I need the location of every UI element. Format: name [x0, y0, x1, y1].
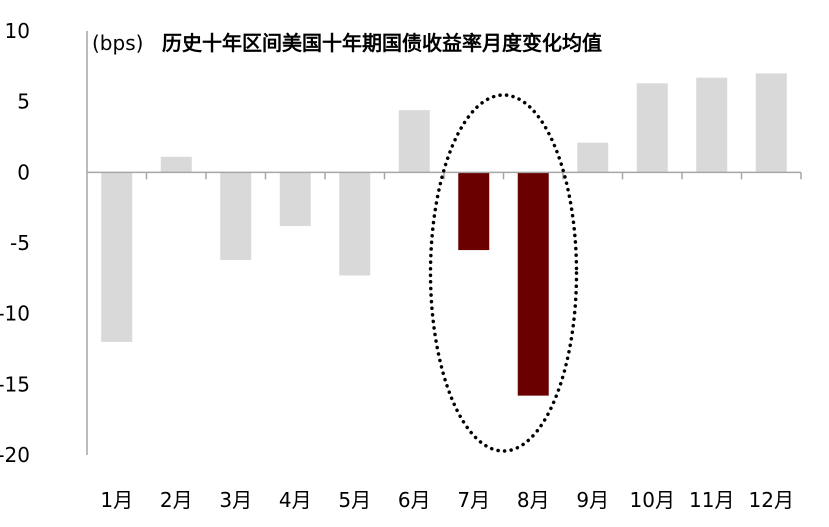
y-tick-label: -15 — [0, 372, 30, 396]
y-unit-label: (bps) — [92, 31, 143, 55]
bar-1 — [101, 172, 133, 342]
x-category-label: 3月 — [219, 488, 252, 512]
bar-7 — [458, 172, 490, 251]
x-category-label: 7月 — [457, 488, 490, 512]
y-tick-label: -10 — [0, 302, 30, 326]
y-tick-label: -5 — [10, 231, 30, 255]
x-category-label: 4月 — [279, 488, 312, 512]
bar-3 — [220, 172, 252, 260]
y-axis: 10 5 0 -5 -10 -15 -20 — [0, 19, 88, 467]
bar-6 — [398, 110, 430, 173]
bar-8 — [517, 172, 549, 396]
annotations — [428, 93, 579, 453]
x-axis: 1月 2月 3月 4月 5月 6月 7月 8月 9月 10月 11月 12月 — [87, 171, 802, 512]
x-category-label: 5月 — [338, 488, 371, 512]
x-category-label: 1月 — [100, 488, 133, 512]
highlight-ellipse — [428, 93, 579, 453]
y-tick-label: -20 — [0, 443, 30, 467]
x-category-label: 12月 — [749, 488, 794, 512]
bar-9 — [577, 142, 609, 173]
bar-2 — [160, 156, 192, 173]
y-tick-label: 0 — [17, 160, 30, 184]
bar-4 — [279, 172, 311, 227]
x-category-label: 6月 — [398, 488, 431, 512]
y-tick-label: 10 — [5, 19, 30, 43]
bar-5 — [339, 172, 371, 276]
x-category-label: 8月 — [517, 488, 550, 512]
bar-11 — [696, 77, 728, 173]
bar-10 — [636, 83, 668, 173]
x-category-label: 11月 — [689, 488, 734, 512]
y-tick-label: 5 — [17, 90, 30, 114]
bars — [101, 73, 787, 396]
x-category-label: 2月 — [160, 488, 193, 512]
chart-title: 历史十年区间美国十年期国债收益率月度变化均值 — [162, 31, 602, 55]
bar-12 — [755, 73, 787, 173]
x-category-label: 10月 — [630, 488, 675, 512]
x-category-label: 9月 — [576, 488, 609, 512]
